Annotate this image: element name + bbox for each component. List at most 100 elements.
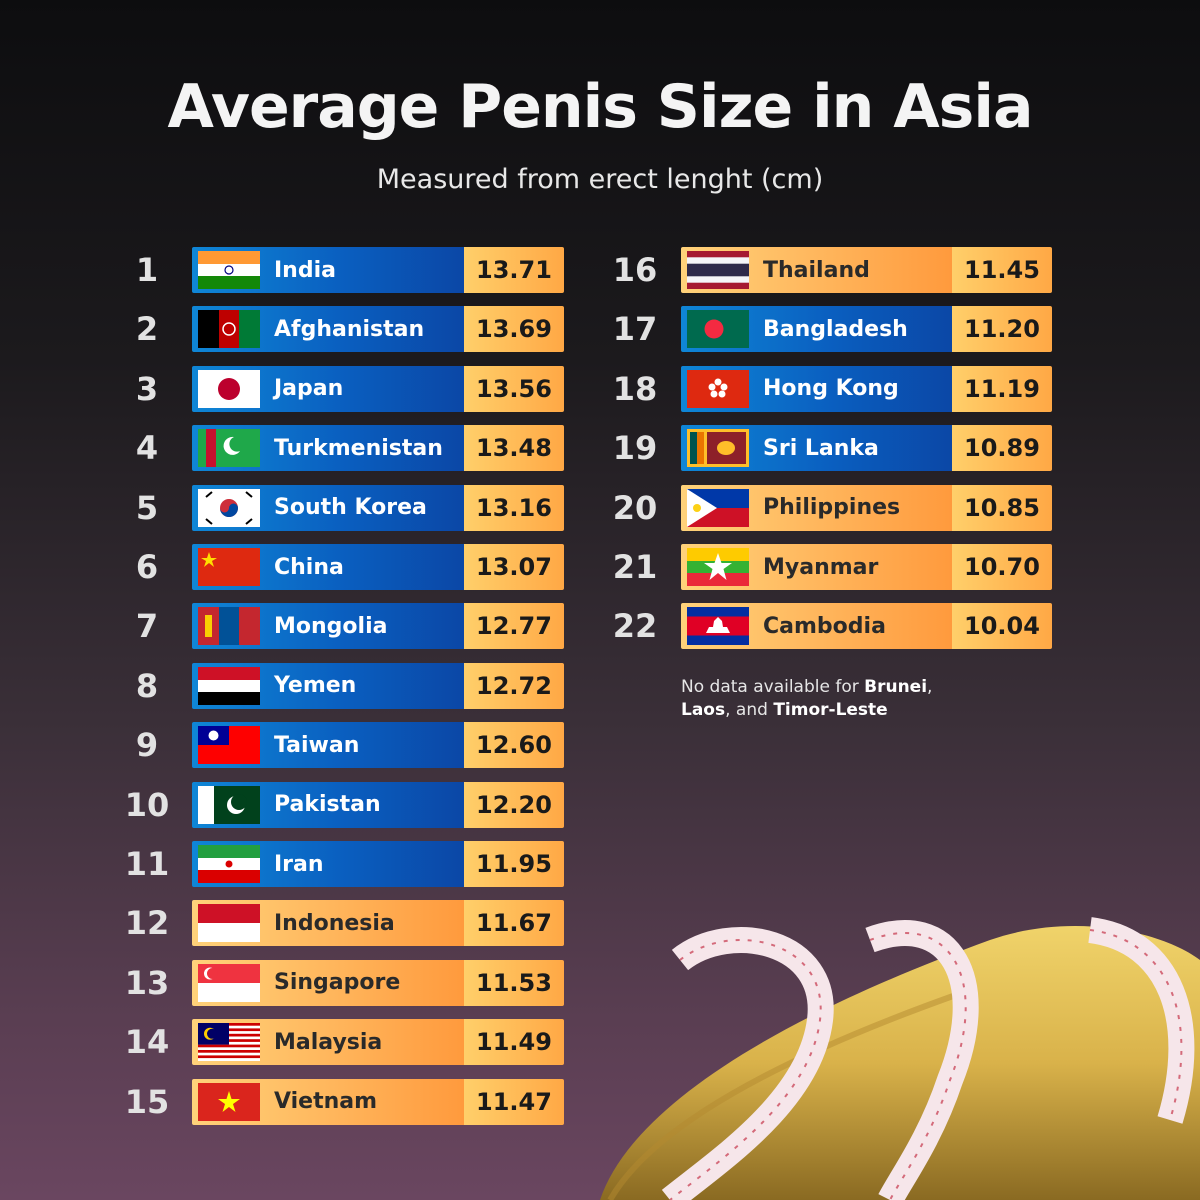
country-name: China [274,554,344,580]
note-country-timor-leste: Timor-Leste [773,700,888,720]
bar-myanmar: Myanmar 10.70 [681,544,1052,590]
iran-flag-icon [198,845,260,883]
note-sep-2: , and [725,700,774,720]
bar-cambodia: Cambodia 10.04 [681,603,1052,650]
value-label: 12.77 [464,603,564,650]
rank-number: 8 [135,666,159,705]
bar-taiwan: Taiwan 12.60 [192,722,564,769]
country-name: Indonesia [274,910,395,936]
bar-label-area: Cambodia [681,603,952,650]
value-label: 10.89 [952,425,1052,472]
bar-sri-lanka: Sri Lanka 10.89 [681,425,1052,472]
sri-lanka-flag-icon [687,429,749,468]
banana-tape-illustration [600,917,1200,1200]
page-subtitle: Measured from erect lenght (cm) [376,164,824,195]
bar-thailand: Thailand 11.45 [681,247,1052,293]
rank-number: 19 [612,429,658,468]
value-label: 11.49 [464,1019,564,1066]
note-sep-1: , [927,677,933,697]
bar-malaysia: Malaysia 11.49 [192,1019,564,1066]
value-label: 13.07 [464,544,564,590]
note-country-brunei: Brunei [864,677,928,697]
no-data-note: No data available for Brunei, Laos, and T… [681,676,1001,722]
bar-label-area: Thailand [681,247,952,293]
malaysia-flag-icon [198,1023,260,1062]
bar-label-area: Taiwan [192,722,464,769]
value-label: 10.85 [952,484,1052,531]
rank-number: 13 [124,963,170,1002]
rank-number: 10 [124,785,170,824]
vietnam-flag-icon [198,1082,260,1121]
value-label: 11.67 [464,900,564,947]
bar-singapore: Singapore 11.53 [192,959,564,1006]
afghanistan-flag-icon [198,310,260,349]
note-prefix: No data available for [681,677,865,697]
country-name: Myanmar [763,554,879,580]
country-name: Bangladesh [763,316,908,342]
value-label: 10.04 [952,603,1052,650]
bar-india: India 13.71 [192,247,564,293]
rank-number: 5 [135,488,159,527]
rank-number: 7 [135,607,159,646]
mongolia-flag-icon [198,607,260,646]
rank-number: 14 [124,1023,170,1062]
bar-label-area: South Korea [192,484,464,531]
bar-label-area: Iran [192,841,464,887]
rank-number: 3 [135,369,159,408]
rank-number: 21 [612,548,658,586]
bar-indonesia: Indonesia 11.67 [192,900,564,947]
bar-label-area: Philippines [681,484,952,531]
hong-kong-flag-icon [687,369,749,408]
country-name: Cambodia [763,613,886,639]
country-name: Taiwan [274,732,360,758]
value-label: 11.95 [464,841,564,887]
country-name: India [274,257,336,283]
myanmar-flag-icon [687,548,749,586]
country-name: Mongolia [274,613,388,639]
country-name: Iran [274,851,324,877]
bar-label-area: Malaysia [192,1019,464,1066]
rank-number: 1 [135,251,159,289]
bar-japan: Japan 13.56 [192,365,564,412]
value-label: 11.20 [952,306,1052,353]
bar-vietnam: Vietnam 11.47 [192,1078,564,1125]
philippines-flag-icon [687,488,749,527]
country-name: Sri Lanka [763,435,879,461]
bangladesh-flag-icon [687,310,749,349]
pakistan-flag-icon [198,785,260,824]
rank-number: 12 [124,904,170,943]
taiwan-flag-icon [198,726,260,765]
rank-number: 11 [124,845,170,883]
india-flag-icon [198,251,260,289]
rank-number: 20 [612,488,658,527]
country-name: Pakistan [274,792,381,818]
bar-label-area: China [192,544,464,590]
bar-iran: Iran 11.95 [192,841,564,887]
bar-philippines: Philippines 10.85 [681,484,1052,531]
value-label: 11.47 [464,1078,564,1125]
bar-label-area: Afghanistan [192,306,464,353]
country-name: Philippines [763,495,901,521]
value-label: 11.19 [952,365,1052,412]
country-name: Hong Kong [763,376,899,402]
south-korea-flag-icon [198,488,260,527]
bar-turkmenistan: Turkmenistan 13.48 [192,425,564,472]
rank-number: 22 [612,607,658,646]
bar-afghanistan: Afghanistan 13.69 [192,306,564,353]
bar-china: China 13.07 [192,544,564,590]
rank-number: 2 [135,310,159,349]
bar-label-area: Pakistan [192,781,464,828]
singapore-flag-icon [198,963,260,1002]
bar-label-area: India [192,247,464,293]
value-label: 11.53 [464,959,564,1006]
value-label: 13.48 [464,425,564,472]
bar-label-area: Mongolia [192,603,464,650]
country-name: Afghanistan [274,316,425,342]
bar-label-area: Singapore [192,959,464,1006]
rank-number: 15 [124,1082,170,1121]
rank-number: 17 [612,310,658,349]
country-name: Vietnam [274,1089,378,1115]
turkmenistan-flag-icon [198,429,260,468]
bar-yemen: Yemen 12.72 [192,662,564,709]
country-name: Turkmenistan [274,435,443,461]
